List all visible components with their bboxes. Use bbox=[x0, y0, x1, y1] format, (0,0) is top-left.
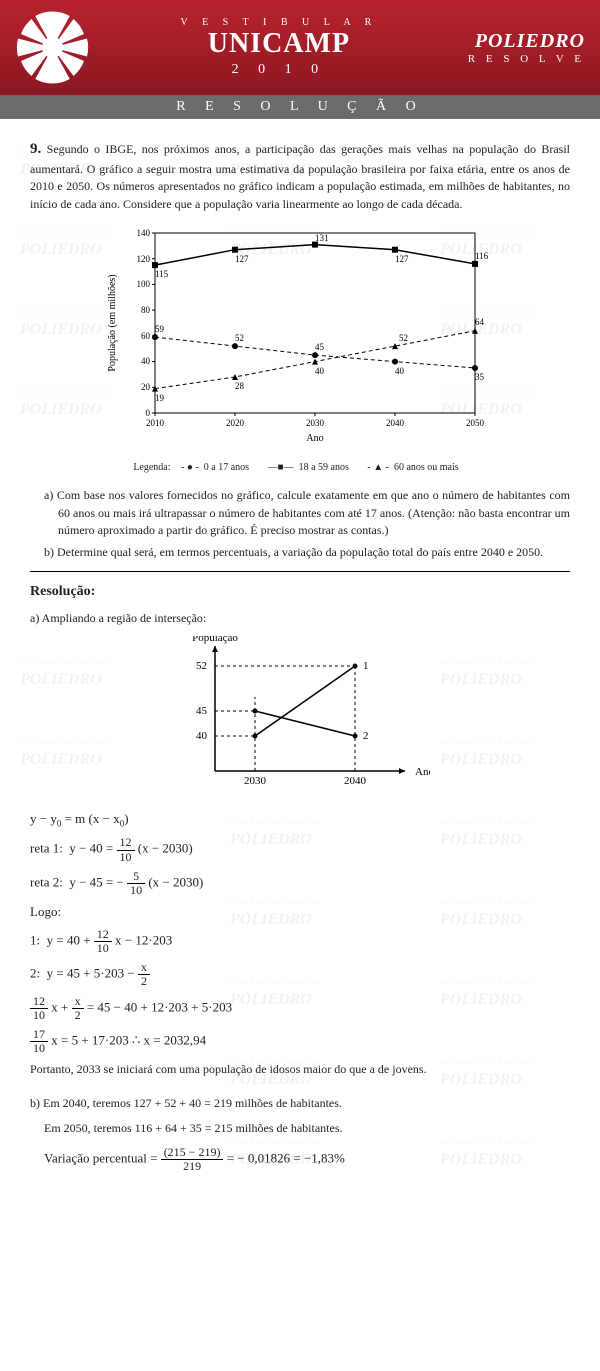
svg-text:45: 45 bbox=[196, 705, 208, 717]
eq-line2: 2: y = 45 + 5·203 − x2 bbox=[30, 961, 570, 988]
svg-text:140: 140 bbox=[137, 228, 151, 238]
eq-reta2: reta 2: y − 45 = − 510 (x − 2030) bbox=[30, 870, 570, 897]
svg-text:2020: 2020 bbox=[226, 418, 245, 428]
question-items: a) Com base nos valores fornecidos no gr… bbox=[44, 487, 570, 561]
svg-text:Ano: Ano bbox=[415, 766, 430, 778]
vestibular-label: V E S T I B U L A R bbox=[90, 17, 468, 28]
unicamp-logo-icon bbox=[15, 10, 90, 85]
svg-text:19: 19 bbox=[155, 393, 165, 403]
eq-combine: 1210 x + x2 = 45 − 40 + 12·203 + 5·203 bbox=[30, 995, 570, 1022]
poliedro-brand: POLIEDRO bbox=[468, 30, 585, 53]
legend-title: Legenda: bbox=[133, 462, 170, 473]
eq-final: 1710 x = 5 + 17·203 ∴ x = 2032,94 bbox=[30, 1028, 570, 1055]
unicamp-title: UNICAMP bbox=[90, 28, 468, 60]
svg-text:80: 80 bbox=[141, 305, 151, 315]
svg-text:2: 2 bbox=[363, 730, 369, 742]
svg-text:60: 60 bbox=[141, 331, 151, 341]
resolution-body: a) Ampliando a região de interseção: Pop… bbox=[30, 610, 570, 1173]
svg-text:52: 52 bbox=[235, 333, 244, 343]
svg-text:120: 120 bbox=[137, 254, 151, 264]
resolve-label: R E S O L V E bbox=[468, 53, 585, 65]
question-number: 9. bbox=[30, 141, 41, 157]
res-a-intro: a) Ampliando a região de interseção: bbox=[30, 610, 570, 627]
svg-text:2040: 2040 bbox=[344, 775, 367, 787]
svg-text:40: 40 bbox=[395, 366, 405, 376]
svg-text:População: População bbox=[192, 636, 238, 644]
section-b: b) Em 2040, teremos 127 + 52 + 40 = 219 … bbox=[30, 1095, 570, 1173]
svg-text:35: 35 bbox=[475, 372, 485, 382]
svg-text:52: 52 bbox=[399, 333, 408, 343]
conclusion-a: Portanto, 2033 se iniciará com uma popul… bbox=[30, 1061, 570, 1078]
svg-text:0: 0 bbox=[146, 408, 151, 418]
resolution-title: Resolução: bbox=[30, 582, 570, 602]
header-center: V E S T I B U L A R UNICAMP 2 0 1 0 bbox=[90, 17, 468, 78]
svg-text:59: 59 bbox=[155, 324, 165, 334]
svg-text:40: 40 bbox=[315, 366, 325, 376]
svg-text:2040: 2040 bbox=[386, 418, 405, 428]
svg-text:45: 45 bbox=[315, 342, 325, 352]
svg-text:40: 40 bbox=[196, 730, 208, 742]
legend-item: - ● - 0 a 17 anos bbox=[181, 461, 249, 476]
legend-item: - ▲ - 60 anos ou mais bbox=[367, 461, 458, 476]
svg-text:116: 116 bbox=[475, 251, 489, 261]
content-area: SISTEMA DE ENSINOPOLIEDRO SISTEMA DE ENS… bbox=[0, 119, 600, 1199]
legend-item: —■— 18 a 59 anos bbox=[268, 461, 349, 476]
question-body: Segundo o IBGE, nos próximos anos, a par… bbox=[30, 142, 570, 211]
svg-text:127: 127 bbox=[235, 254, 249, 264]
subheader: R E S O L U Ç Ã O bbox=[0, 95, 600, 119]
header-right: POLIEDRO R E S O L V E bbox=[468, 30, 585, 65]
svg-text:64: 64 bbox=[475, 317, 485, 327]
svg-text:131: 131 bbox=[315, 233, 329, 243]
svg-text:2030: 2030 bbox=[306, 418, 325, 428]
svg-text:20: 20 bbox=[141, 382, 151, 392]
svg-text:52: 52 bbox=[196, 660, 207, 672]
svg-text:Ano: Ano bbox=[306, 433, 323, 444]
svg-text:40: 40 bbox=[141, 356, 151, 366]
svg-text:1: 1 bbox=[363, 660, 369, 672]
svg-text:100: 100 bbox=[137, 279, 151, 289]
svg-text:2030: 2030 bbox=[244, 775, 267, 787]
population-chart: 0 20 40 60 80 100 120 140 2010 2020 2030… bbox=[100, 223, 500, 453]
item-a: a) Com base nos valores fornecidos no gr… bbox=[44, 487, 570, 539]
b-line1: b) Em 2040, teremos 127 + 52 + 40 = 219 … bbox=[30, 1095, 570, 1112]
svg-text:115: 115 bbox=[155, 269, 169, 279]
svg-text:2050: 2050 bbox=[466, 418, 485, 428]
item-b: b) Determine qual será, em termos percen… bbox=[44, 544, 570, 561]
year-label: 2 0 1 0 bbox=[90, 62, 468, 78]
header-banner: V E S T I B U L A R UNICAMP 2 0 1 0 POLI… bbox=[0, 0, 600, 95]
eq-general: y − y0 = m (x − x0) bbox=[30, 810, 570, 831]
question-text: 9. Segundo o IBGE, nos próximos anos, a … bbox=[30, 139, 570, 213]
chart-legend: Legenda: - ● - 0 a 17 anos —■— 18 a 59 a… bbox=[30, 461, 570, 476]
intersection-chart: População Ano 40 bbox=[170, 636, 430, 796]
svg-text:127: 127 bbox=[395, 254, 409, 264]
eq-reta1: reta 1: y − 40 = 1210 (x − 2030) bbox=[30, 836, 570, 863]
logo-label: Logo: bbox=[30, 903, 570, 922]
svg-text:28: 28 bbox=[235, 381, 245, 391]
svg-text:População (em milhões): População (em milhões) bbox=[107, 274, 118, 371]
svg-text:2010: 2010 bbox=[146, 418, 165, 428]
b-variation: Variação percentual = (215 − 219)219 = −… bbox=[30, 1146, 570, 1173]
divider bbox=[30, 571, 570, 572]
eq-line1: 1: y = 40 + 1210 x − 12·203 bbox=[30, 928, 570, 955]
b-line2: Em 2050, teremos 116 + 64 + 35 = 215 mil… bbox=[30, 1120, 570, 1137]
